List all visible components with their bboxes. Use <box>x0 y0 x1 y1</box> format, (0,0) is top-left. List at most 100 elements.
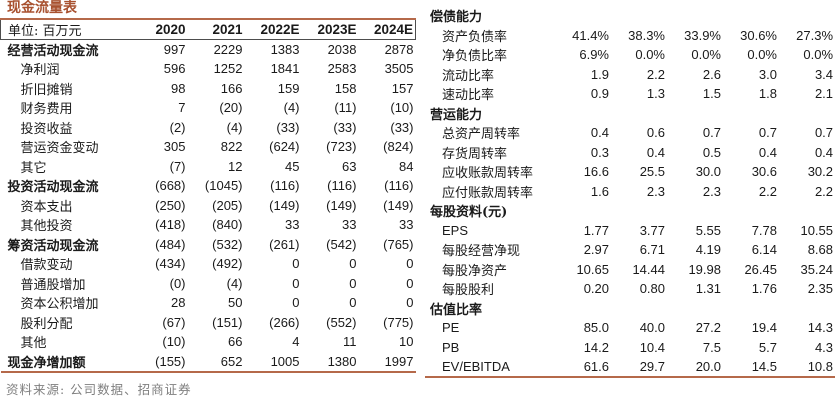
cell-value: 4.3 <box>814 339 834 355</box>
cell-value: 159 <box>277 80 300 96</box>
cell-value: 1.3 <box>646 86 665 102</box>
cell-value: 3.0 <box>758 66 777 82</box>
cell-value: 84 <box>399 158 414 174</box>
cell-value: 0 <box>406 295 414 311</box>
ratio-row: PB 14.2 10.4 7.5 5.7 4.3 <box>425 338 835 358</box>
ratio-row: EPS 1.77 3.77 5.55 7.78 10.55 <box>425 221 835 241</box>
cell-value: 305 <box>163 139 186 155</box>
year-column-header: 2022E <box>260 22 300 37</box>
cell-value: 25.5 <box>639 164 665 180</box>
cell-value: 7 <box>178 100 186 116</box>
cell-value: 6.71 <box>639 242 665 258</box>
row-label: 资产负债率 <box>442 29 508 45</box>
cell-value: 0.0% <box>691 47 721 63</box>
cell-value: (4) <box>283 100 300 116</box>
cell-value: 12 <box>228 158 243 174</box>
row-label: 每股净资产 <box>442 263 508 279</box>
cell-value: 2.3 <box>646 183 665 199</box>
cell-value: 2.35 <box>807 281 834 297</box>
row-label: 营运资金变动 <box>20 141 99 157</box>
cell-value: (33) <box>333 119 357 135</box>
cell-value: (668) <box>155 178 186 194</box>
cell-value: (116) <box>270 178 300 194</box>
ratio-section-header-row: 偿债能力 <box>425 6 835 26</box>
cell-value: 1.5 <box>702 86 721 102</box>
cell-value: 30.2 <box>807 164 834 180</box>
cell-value: 1.6 <box>590 183 609 199</box>
row-label: 其他 <box>20 336 47 352</box>
cell-value: 1841 <box>270 61 300 77</box>
cell-value: 2038 <box>327 42 357 57</box>
row-label: 筹资活动现金流 <box>7 238 99 254</box>
unit-label: 单位: 百万元 <box>0 19 131 40</box>
cell-value: 596 <box>163 61 186 77</box>
cell-value: 1.31 <box>695 281 721 297</box>
row-label: 每股经营净现 <box>442 244 521 260</box>
cell-value: (67) <box>162 314 186 330</box>
cell-value: 2.97 <box>583 242 609 258</box>
row-label: 速动比率 <box>442 88 495 104</box>
cell-value: (116) <box>327 178 357 194</box>
cell-value: 0.7 <box>758 125 777 141</box>
cell-value: (765) <box>383 236 414 252</box>
cashflow-header-row: 单位: 百万元 2020 2021 2022E 2023E 2024E <box>0 19 416 40</box>
cell-value: 11 <box>343 334 357 350</box>
cell-value: 652 <box>187 351 245 373</box>
cell-value: (840) <box>212 217 243 233</box>
ratio-section-header-row: 估值比率 <box>425 299 835 319</box>
cell-value: 3.4 <box>814 66 834 82</box>
cell-value: (532) <box>212 236 243 252</box>
cell-value: 14.3 <box>807 320 834 336</box>
cell-value: (723) <box>326 139 357 155</box>
cell-value: 997 <box>163 42 186 57</box>
cell-value: 0 <box>292 295 300 311</box>
year-column-header: 2024E <box>358 19 416 40</box>
source-note: 资料来源: 公司数据、招商证券 <box>6 381 192 397</box>
cell-value: (151) <box>212 314 243 330</box>
cell-value: 0.0% <box>747 47 777 63</box>
cashflow-row: 筹资活动现金流 (484) (532) (261) (542) (765) <box>1 235 416 255</box>
cell-value: 35.24 <box>800 261 834 277</box>
row-label: PE <box>442 320 460 336</box>
cell-value: 14.5 <box>723 357 779 378</box>
cell-value: (492) <box>212 256 243 272</box>
cell-value: (205) <box>212 197 243 213</box>
cell-value: 40.0 <box>639 320 665 336</box>
cashflow-row: 净利润 596 1252 1841 2583 3505 <box>1 59 416 79</box>
cell-value: 0.7 <box>814 125 834 141</box>
cell-value: 0.6 <box>646 125 665 141</box>
cell-value: (542) <box>326 236 357 252</box>
cell-value: 1.76 <box>751 281 777 297</box>
ratio-row: 每股净资产 10.65 14.44 19.98 26.45 35.24 <box>425 260 835 280</box>
cell-value: 1380 <box>301 351 359 373</box>
cell-value: 38.3% <box>628 27 665 43</box>
row-label: 资本公积增加 <box>20 297 99 313</box>
row-label: 净利润 <box>20 63 60 79</box>
cashflow-row: 现金净增加额 (155) 652 1005 1380 1997 <box>0 351 416 373</box>
cell-value: 2.1 <box>814 86 834 102</box>
cell-value: 50 <box>228 295 243 311</box>
cell-value: 0.4 <box>758 144 777 160</box>
year-column-header: 2023E <box>317 22 357 37</box>
row-label: 经营活动现金流 <box>7 44 99 59</box>
cell-value: 4 <box>292 334 300 350</box>
cell-value: (33) <box>276 119 300 135</box>
cell-value: (20) <box>219 100 243 116</box>
cell-value: 0.80 <box>639 281 665 297</box>
cell-value: 0.4 <box>590 125 609 141</box>
cell-value: 2583 <box>327 61 357 77</box>
row-label: 每股股利 <box>442 283 495 299</box>
cell-value: 41.4% <box>572 27 609 43</box>
cell-value: 7.5 <box>702 339 721 355</box>
ratio-row: PE 85.0 40.0 27.2 19.4 14.3 <box>425 318 835 338</box>
cell-value: 10.55 <box>800 222 834 238</box>
ratio-row: 净负债比率 6.9% 0.0% 0.0% 0.0% 0.0% <box>425 45 835 65</box>
cell-value: 10 <box>399 334 414 350</box>
cell-value: (552) <box>326 314 357 330</box>
section-header: 营运能力 <box>430 107 483 123</box>
row-label: 现金净增加额 <box>0 351 131 373</box>
cell-value: 2878 <box>384 42 414 57</box>
cell-value: 2.6 <box>702 66 721 82</box>
cashflow-row: 其他投资 (418) (840) 33 33 33 <box>1 215 416 235</box>
